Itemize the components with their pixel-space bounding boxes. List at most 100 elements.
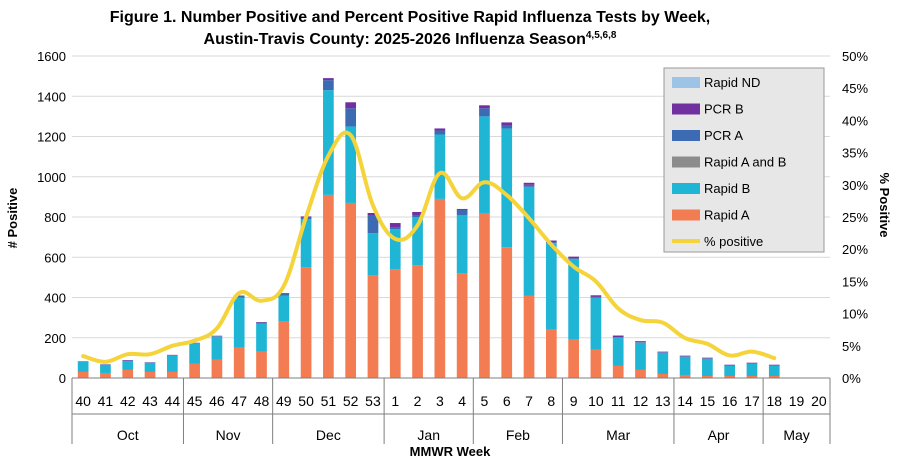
x-tick-label: 19 <box>789 393 805 409</box>
bar-pcr-b <box>256 322 267 323</box>
bar-pcr-b <box>345 102 357 109</box>
legend-label: Rapid ND <box>704 75 760 90</box>
bar-rapid-b <box>389 229 401 270</box>
y2-tick-label: 20% <box>842 242 868 257</box>
y2-tick-label: 50% <box>842 49 868 64</box>
bar-pcr-a <box>568 258 579 260</box>
legend-swatch <box>672 77 700 88</box>
bar-pcr-a <box>323 80 334 91</box>
bar-rapid-a <box>211 359 223 378</box>
x-tick-label: 45 <box>187 393 203 409</box>
bar-rapid-b <box>278 295 290 322</box>
chart-subtitle-superscript: 4,5,6,8 <box>586 30 617 41</box>
bar-pcr-a <box>256 322 267 324</box>
legend-label: PCR B <box>704 102 744 117</box>
y-tick-label: 1400 <box>37 89 66 104</box>
bar-pcr-a <box>523 184 535 187</box>
bar-pcr-b <box>768 364 780 366</box>
legend-swatch <box>672 103 700 115</box>
percent-line <box>81 130 777 364</box>
y2-tick-label: 25% <box>842 210 868 225</box>
y-axis-ticks: 0 200 400 600 800 1000 1200 1400 1600 <box>37 49 66 386</box>
bar-rapid-a <box>389 269 401 378</box>
y-tick-label: 1600 <box>37 49 66 64</box>
bar-pcr-a <box>389 227 401 230</box>
bar-rapid-a <box>144 371 156 378</box>
x-tick-label: 41 <box>98 393 114 409</box>
bar-rapid-b <box>256 323 267 352</box>
percent-positive-line <box>81 130 777 364</box>
bar-rapid-a <box>568 339 579 378</box>
bar-rapid-a <box>523 295 535 378</box>
bar-rapid-b <box>100 364 111 373</box>
y-tick-label: 1000 <box>37 170 66 185</box>
y2-tick-label: 45% <box>842 81 868 96</box>
y-tick-label: 600 <box>44 250 66 265</box>
bar-rapid-a <box>456 273 468 378</box>
bar-rapid-b <box>635 342 646 370</box>
x-tick-label: 8 <box>547 393 555 409</box>
legend-swatch <box>672 130 700 141</box>
y2-axis-ticks: 0% 5% 10% 15% 20% 25% 30% 35% 40% 45% 50% <box>842 49 868 386</box>
bar-pcr-b <box>523 182 535 185</box>
bar-rapid-a <box>657 373 669 378</box>
bar-rapid-b <box>345 126 357 203</box>
bar-rapid-a <box>479 212 490 378</box>
bar-pcr-b <box>568 256 579 259</box>
bar-rapid-a <box>166 371 178 378</box>
bar-pcr-b <box>434 128 446 131</box>
bar-rapid-a <box>434 198 446 378</box>
x-tick-label: 52 <box>343 393 359 409</box>
bar-pcr-b <box>479 105 490 109</box>
bar-pcr-a <box>189 343 200 344</box>
bar-pcr-a <box>501 125 513 129</box>
axes <box>71 377 831 444</box>
x-tick-label: 6 <box>503 393 511 409</box>
bar-rapid-a <box>612 365 624 378</box>
bar-rapid-b <box>724 365 736 376</box>
bar-pcr-a <box>456 209 468 215</box>
bar-pcr-a <box>412 214 423 217</box>
bar-pcr-a <box>768 365 780 366</box>
x-tick-label: 4 <box>458 393 466 409</box>
legend-label: Rapid A <box>704 208 750 223</box>
bar-pcr-b <box>545 240 557 243</box>
bar-rapid-a <box>189 363 200 378</box>
bar-rapid-a <box>278 321 290 378</box>
bar-rapid-b <box>211 336 223 360</box>
bar-rapid-a <box>768 375 780 378</box>
x-tick-label: 18 <box>766 393 782 409</box>
bar-rapid-b <box>77 361 89 372</box>
month-label: Feb <box>506 427 530 443</box>
legend-label: Rapid A and B <box>704 155 786 170</box>
bar-rapid-b <box>545 243 557 330</box>
x-tick-label: 40 <box>75 393 91 409</box>
bar-rapid-a <box>367 275 379 378</box>
legend-swatch <box>672 209 700 221</box>
y2-tick-label: 35% <box>842 146 868 161</box>
month-label: Jan <box>417 427 440 443</box>
month-label: Oct <box>117 427 139 443</box>
month-labels: Oct Nov Dec Jan Feb Mar Apr May <box>117 378 810 444</box>
bar-rapid-b <box>233 297 245 348</box>
x-tick-label: 3 <box>436 393 444 409</box>
bar-pcr-a <box>434 130 446 135</box>
y-tick-label: 0 <box>59 371 66 386</box>
bar-pcr-b <box>724 364 736 366</box>
x-tick-label: 5 <box>481 393 489 409</box>
bar-rapid-b <box>323 90 334 195</box>
bar-rapid-a <box>501 247 513 378</box>
bar-pcr-a <box>166 355 178 356</box>
bar-rapid-b <box>300 219 312 268</box>
x-tick-label: 1 <box>391 393 399 409</box>
bar-rapid-b <box>768 365 780 376</box>
bar-pcr-b <box>367 212 379 215</box>
bar-pcr-a <box>635 342 646 343</box>
bar-rapid-b <box>166 355 178 372</box>
bar-rapid-b <box>122 360 134 370</box>
bar-pcr-b <box>412 211 423 215</box>
bar-rapid-a <box>77 371 89 378</box>
bar-rapid-a <box>256 351 267 378</box>
bar-pcr-b <box>389 223 401 228</box>
